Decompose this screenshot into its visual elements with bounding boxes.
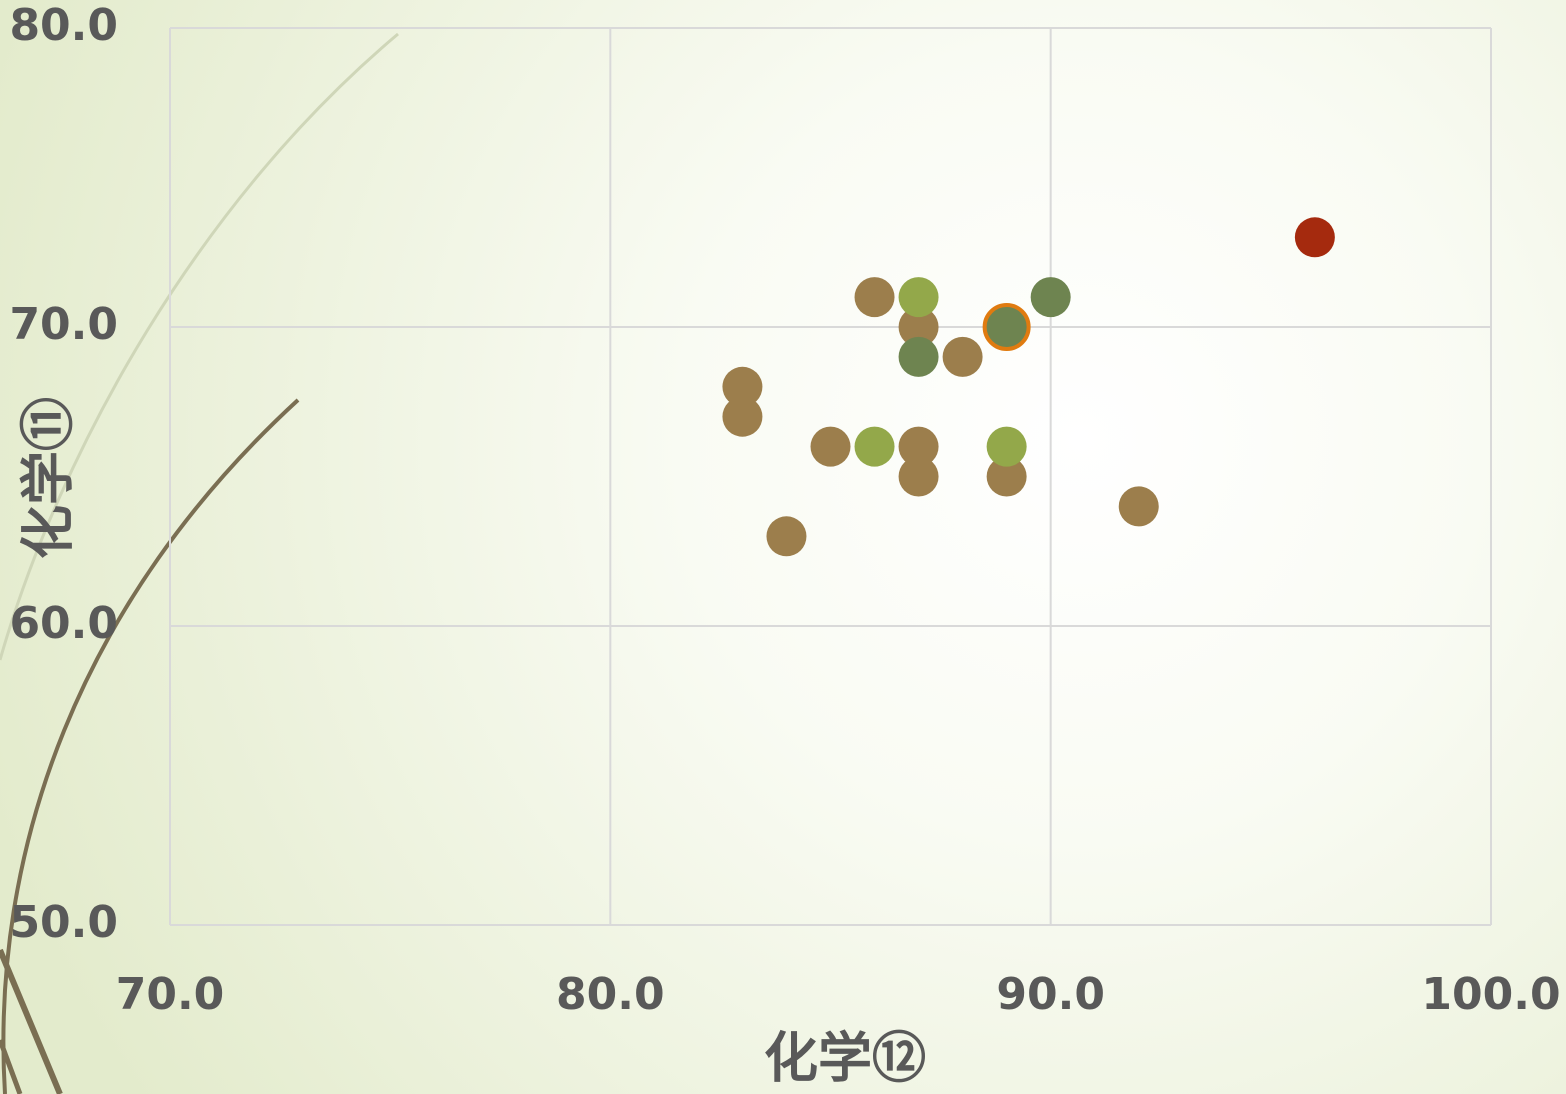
x-tick-label: 100.0 [1421,969,1560,1020]
point [855,277,895,317]
point [811,427,851,467]
point [943,337,983,377]
y-tick-label: 60.0 [9,598,118,649]
y-tick-label: 70.0 [9,299,118,350]
point [899,277,939,317]
point [985,305,1029,349]
point [766,516,806,556]
point [722,397,762,437]
point [1295,217,1335,257]
x-tick-label: 70.0 [116,969,225,1020]
point [899,337,939,377]
x-tick-label: 90.0 [996,969,1105,1020]
point [1119,486,1159,526]
x-axis-title: 化学⑫ [764,1027,926,1090]
y-tick-label: 50.0 [9,897,118,948]
y-axis-title: 化学⑪ [17,397,80,559]
point [899,457,939,497]
chart: 50.0 60.0 70.0 80.0 70.0 80.0 90.0 100.0 化学⑫ 化学… [0,0,1566,1094]
y-tick-label: 80.0 [9,0,118,51]
x-tick-label: 80.0 [556,969,665,1020]
point [855,427,895,467]
point [1031,277,1071,317]
point [987,427,1027,467]
